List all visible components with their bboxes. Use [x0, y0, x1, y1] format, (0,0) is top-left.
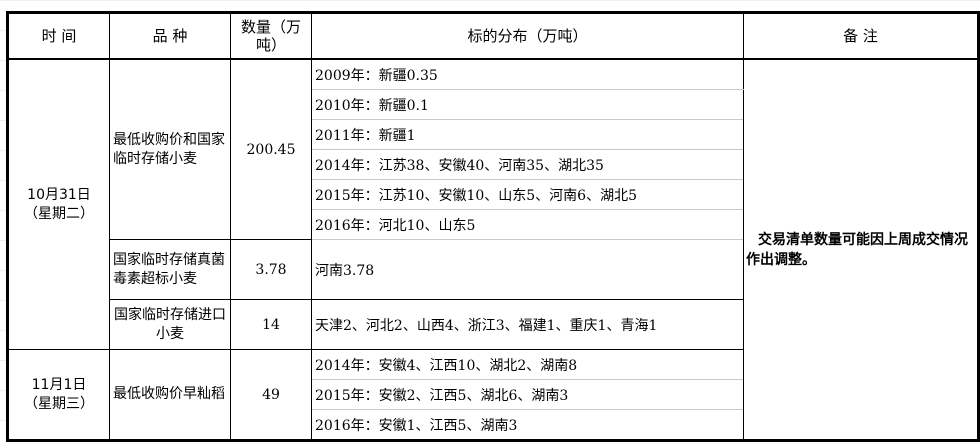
header-quantity: 数量（万吨） [230, 12, 312, 60]
distribution-cell: 河南3.78 [311, 239, 744, 300]
table-row: 11月1日 （星期三） 最低收购价早籼稻 49 2014年：安徽4、江西10、湖北… [7, 349, 979, 441]
distribution-cell: 2011年：新疆1 [311, 119, 744, 150]
remarks-text: 交易清单数量可能因上周成交情况作出调整。 [746, 231, 968, 268]
date-cell: 11月1日 （星期三） [7, 349, 110, 441]
header-remarks: 备 注 [743, 12, 979, 60]
table-row: 2016年：河北10、山东5 [8, 209, 979, 240]
variety-cell: 最低收购价和国家临时存储小麦 [109, 58, 231, 240]
distribution-cell: 2014年：安徽4、江西10、湖北2、湖南8 [311, 349, 744, 380]
table-row: 2011年：新疆1 [8, 119, 979, 150]
variety-cell: 国家临时存储真菌毒素超标小麦 [109, 239, 231, 300]
header-distribution: 标的分布（万吨） [311, 12, 744, 60]
header-time: 时 间 [7, 12, 110, 60]
distribution-cell: 天津2、河北2、山西4、浙江3、福建1、重庆1、青海1 [311, 299, 744, 350]
table-row: 国家临时存储真菌毒素超标小麦 3.78 河南3.78 [8, 239, 979, 300]
distribution-cell: 2015年：安徽2、江西5、湖北6、湖南3 [311, 379, 744, 410]
table-row: 国家临时存储进口小麦 14 天津2、河北2、山西4、浙江3、福建1、重庆1、青海… [8, 299, 979, 350]
quantity-cell: 14 [230, 299, 312, 350]
variety-cell: 国家临时存储进口小麦 [109, 299, 231, 350]
variety-cell: 最低收购价早籼稻 [109, 349, 231, 441]
distribution-cell: 2010年：新疆0.1 [311, 89, 744, 120]
distribution-cell: 2009年：新疆0.35 [311, 58, 744, 90]
date: 10月31日 [27, 186, 91, 203]
date-cell: 10月31日 （星期二） [7, 58, 110, 350]
table-row: 2015年：安徽2、江西5、湖北6、湖南3 [8, 379, 979, 410]
table-row: 2010年：新疆0.1 [8, 89, 979, 120]
distribution-cell: 2014年：江苏38、安徽40、河南35、湖北35 [311, 149, 744, 180]
table-row: 10月31日 （星期二） 最低收购价和国家临时存储小麦 200.45 2009年：… [7, 58, 979, 441]
remarks-cell: 交易清单数量可能因上周成交情况作出调整。 [743, 58, 979, 441]
weekday: （星期三） [24, 395, 94, 412]
distribution-cell: 2015年：江苏10、安徽10、山东5、河南6、湖北5 [311, 179, 744, 210]
auction-schedule-table: 时 间 品 种 数量（万吨） 标的分布（万吨） 备 注 10月31日 （星期二） … [6, 11, 980, 442]
table-row: 2016年：安徽1、江西5、湖南3 [8, 409, 979, 441]
quantity-cell: 200.45 [230, 58, 312, 240]
distribution-cell: 2016年：河北10、山东5 [311, 209, 744, 240]
date: 11月1日 [31, 376, 87, 393]
quantity-cell: 3.78 [230, 239, 312, 300]
table-row: 2014年：江苏38、安徽40、河南35、湖北35 [8, 149, 979, 180]
distribution-cell: 2016年：安徽1、江西5、湖南3 [311, 409, 744, 441]
quantity-cell: 49 [230, 349, 312, 441]
header-row: 时 间 品 种 数量（万吨） 标的分布（万吨） 备 注 [7, 12, 979, 60]
weekday: （星期二） [24, 205, 94, 222]
header-variety: 品 种 [109, 12, 231, 60]
